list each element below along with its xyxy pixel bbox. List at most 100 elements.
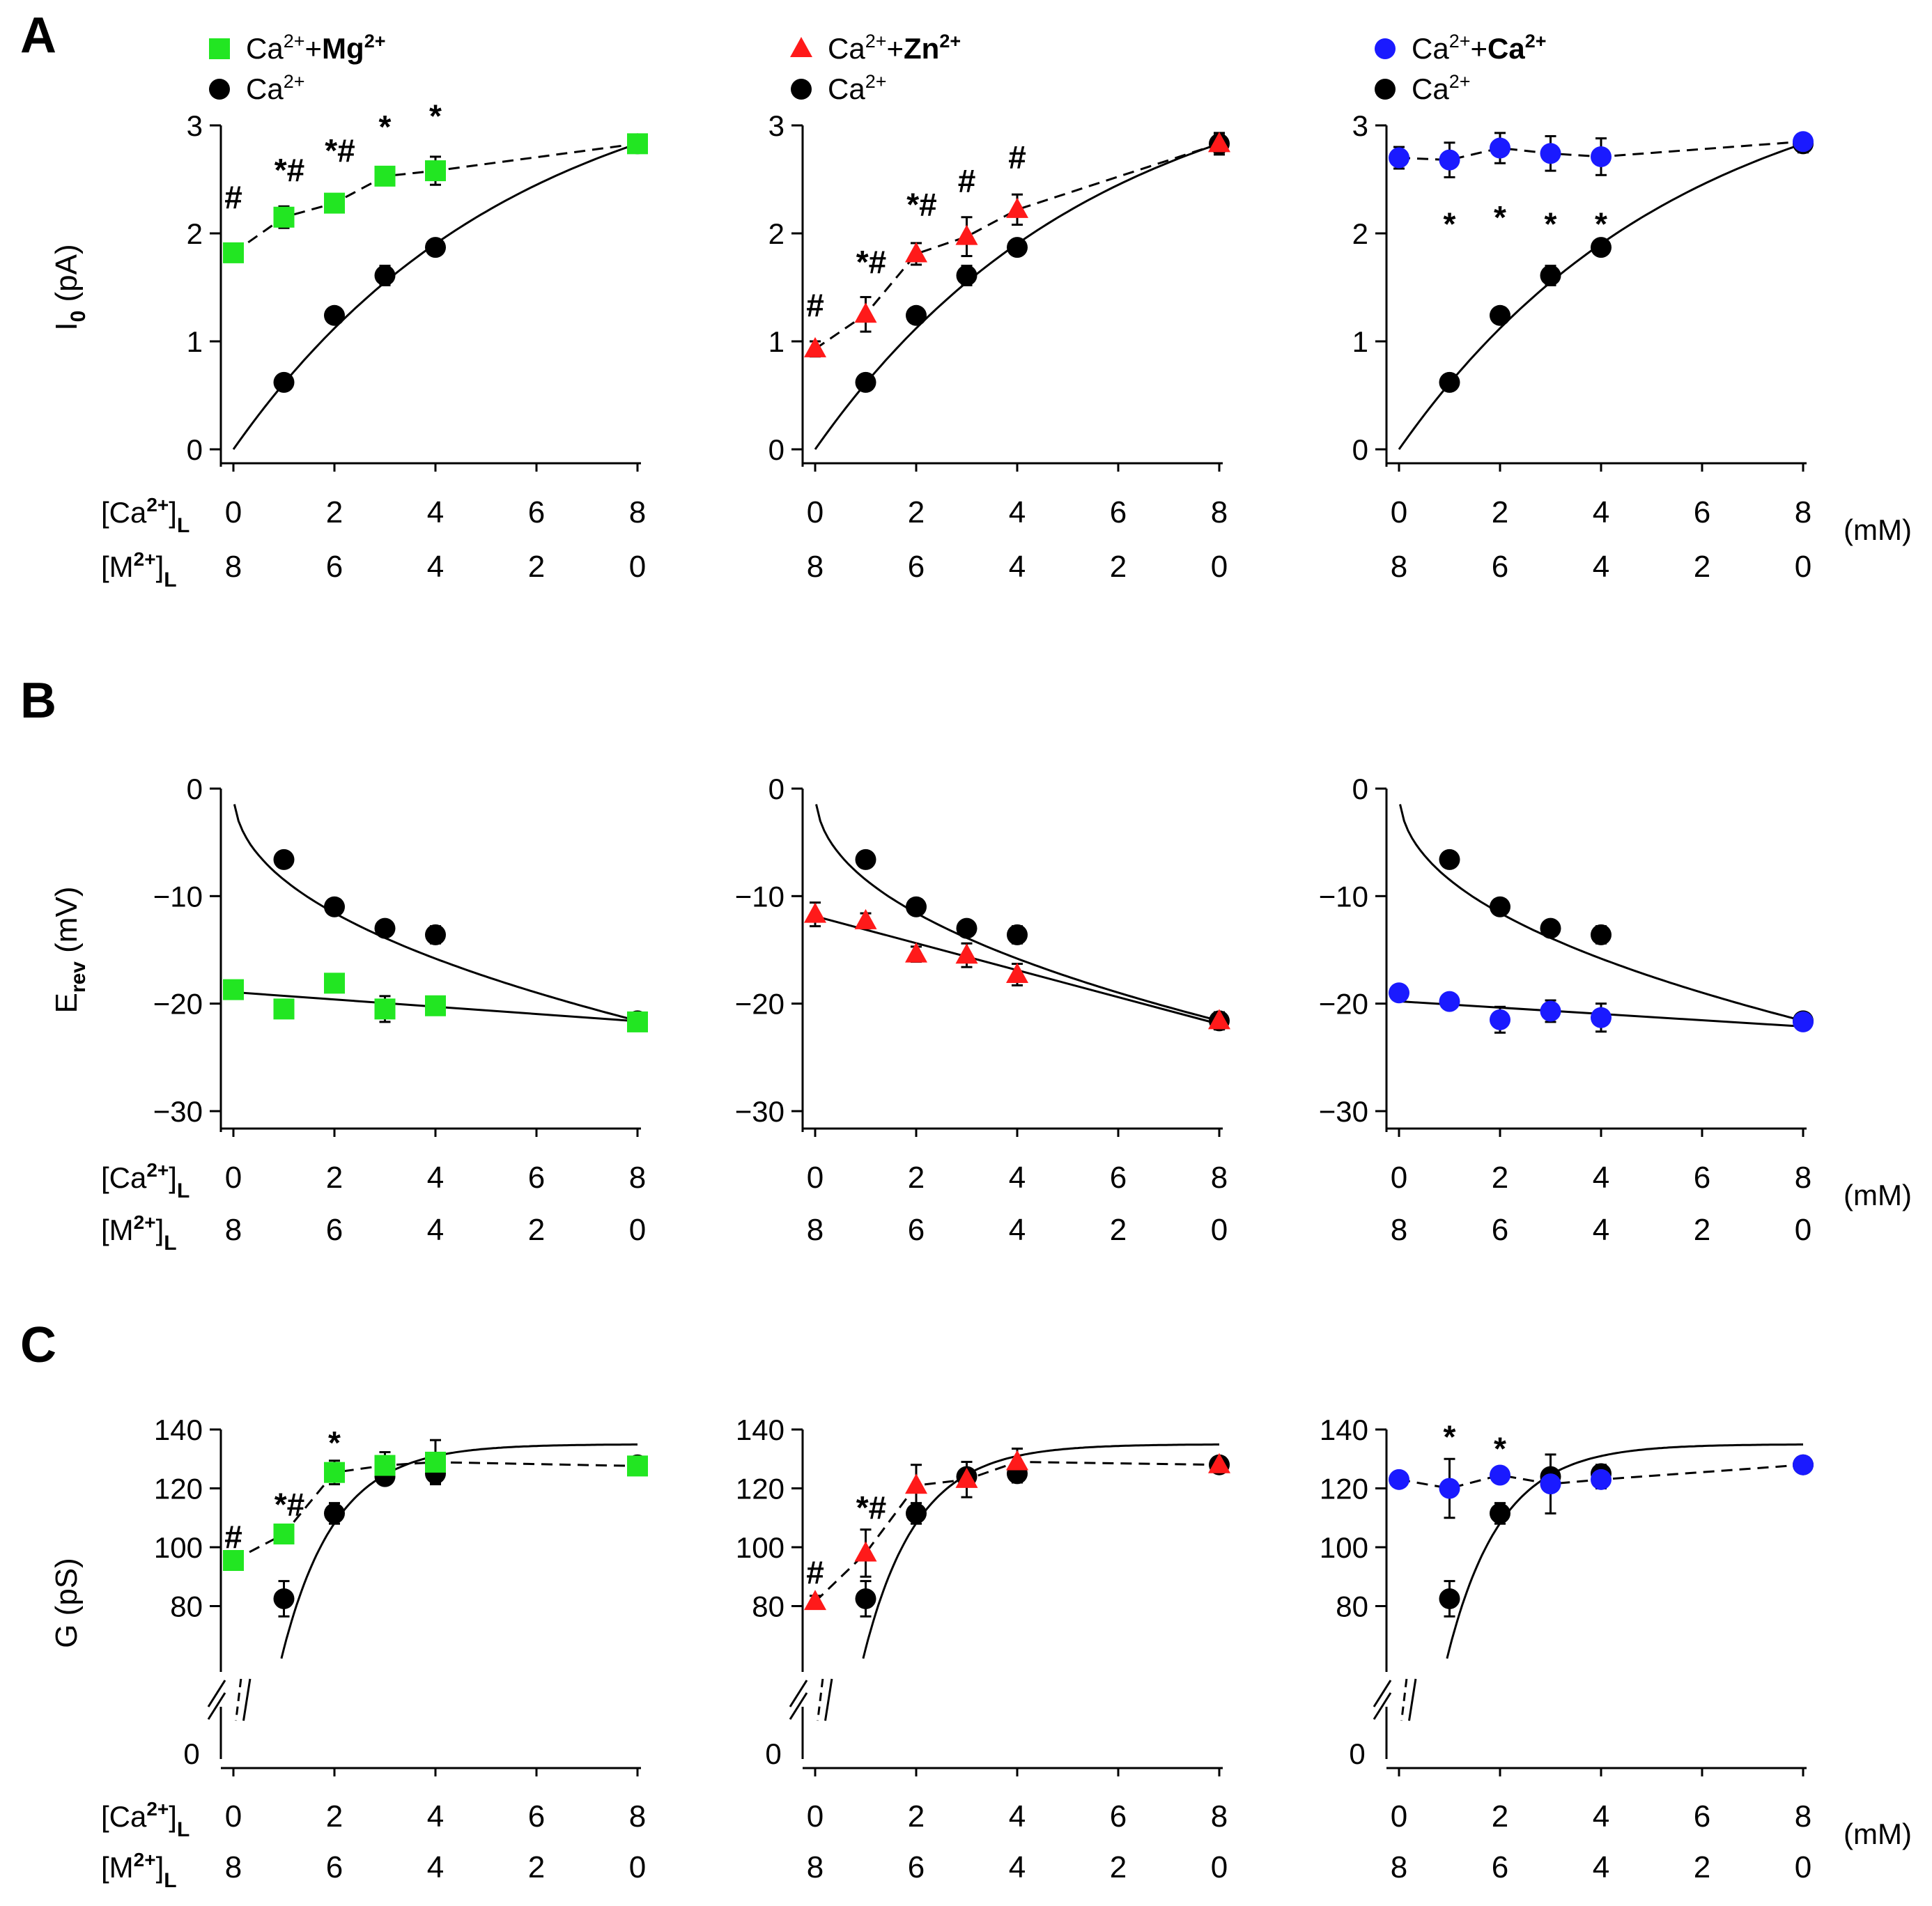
x-tick-label-m: 6: [1492, 1850, 1508, 1884]
dashed-line-test-stub: [817, 1678, 824, 1721]
panel-A-ca: 0 1 2 3 0 8 2 6 4 4 6 2 8 0 (mM) * * * * Ca2++Ca2+ Ca2+: [1352, 31, 1912, 584]
significance-mark: *: [1595, 206, 1607, 242]
y-tick-label: −20: [153, 988, 203, 1021]
data-point-ca: [1439, 1478, 1460, 1499]
x-row-label-ca: [Ca2+]L: [101, 494, 190, 537]
x-tick-label-ca: 8: [1795, 1161, 1811, 1195]
panel-B-mg: 0 −10 −20 −30 Erev (mV) 0 8 2 6 4 4 6 2 8 0 [Ca2+]L [M2+…: [49, 773, 648, 1255]
significance-mark: #: [958, 163, 976, 199]
axis-break-mark: [1373, 1692, 1392, 1720]
legend-label-test: Ca2++Mg2+: [246, 31, 385, 65]
data-point-ca: [1540, 143, 1561, 164]
data-point-ca: [1793, 1454, 1814, 1475]
data-point-ca: [1591, 1469, 1612, 1490]
y-tick-label: 1: [1352, 325, 1368, 358]
data-point-ca: [1439, 991, 1460, 1012]
x-tick-label-m: 2: [1694, 550, 1710, 584]
fit-line-ctrl: [815, 804, 1217, 1021]
y-tick-label: 140: [1320, 1413, 1368, 1446]
legend-marker-ctrl: [791, 79, 812, 100]
dashed-line-test-stub: [235, 1678, 242, 1721]
x-tick-label-ca: 4: [427, 1799, 444, 1834]
data-point-ctrl: [1439, 849, 1460, 870]
x-tick-label-m: 4: [1009, 1850, 1026, 1884]
x-tick-label-ca: 6: [1694, 495, 1710, 529]
x-tick-label-ca: 0: [807, 1161, 824, 1195]
data-point-ctrl: [1540, 265, 1561, 286]
y-tick-label: 2: [768, 217, 785, 250]
x-tick-label-m: 2: [1694, 1213, 1710, 1247]
x-tick-label-m: 0: [1211, 1850, 1228, 1884]
axis-break-mark: [789, 1680, 808, 1707]
data-point-ctrl: [956, 917, 977, 939]
x-tick-label-ca: 0: [807, 495, 824, 529]
x-tick-label-m: 4: [1009, 1213, 1026, 1247]
x-tick-label-ca: 8: [1211, 495, 1228, 529]
data-point-ctrl: [1540, 917, 1561, 939]
data-point-mg: [374, 1455, 396, 1476]
data-point-ctrl: [1490, 1503, 1510, 1524]
x-row-label-ca: [Ca2+]L: [101, 1159, 190, 1202]
fit-line-ctrl: [814, 142, 1220, 450]
x-tick-label-ca: 0: [1391, 495, 1407, 529]
data-point-mg: [627, 133, 648, 155]
y-tick-label: 0: [187, 773, 203, 805]
x-tick-label-ca: 2: [326, 495, 343, 529]
y-tick-label: 0: [187, 433, 203, 466]
data-point-zn: [854, 302, 877, 323]
y-tick-label: −30: [153, 1095, 203, 1128]
y-tick-label: 100: [154, 1531, 203, 1564]
x-tick-label-m: 6: [908, 1850, 925, 1884]
data-point-ctrl: [273, 371, 295, 393]
y-tick-label: 0: [1349, 1737, 1365, 1770]
x-unit-label: (mM): [1844, 513, 1912, 546]
data-point-zn: [1006, 962, 1028, 983]
significance-mark: *#: [856, 244, 886, 280]
axis-break-mark: [207, 1680, 226, 1707]
x-tick-label-ca: 2: [908, 1799, 925, 1834]
significance-mark: *#: [325, 132, 355, 169]
data-point-zn: [905, 242, 927, 263]
significance-mark: *#: [906, 187, 936, 223]
data-point-ctrl: [855, 1588, 876, 1609]
y-tick-label: 1: [187, 325, 203, 358]
x-tick-label-m: 8: [225, 1213, 242, 1247]
x-tick-label-m: 4: [427, 1850, 444, 1884]
x-tick-label-m: 0: [1211, 550, 1228, 584]
fit-line-ctrl: [232, 142, 638, 450]
data-point-ctrl: [374, 265, 396, 286]
x-tick-label-ca: 6: [1110, 495, 1127, 529]
y-tick-label: 2: [187, 217, 203, 250]
data-point-ca: [1591, 146, 1612, 167]
x-row-label-m: [M2+]L: [101, 548, 177, 591]
legend-label-ctrl: Ca2+: [246, 71, 305, 105]
x-tick-label-m: 8: [807, 1850, 824, 1884]
dashed-line-test: [233, 142, 638, 254]
x-tick-label-m: 2: [1694, 1850, 1710, 1884]
data-point-ca: [1490, 1009, 1510, 1030]
x-tick-label-ca: 0: [225, 1799, 242, 1834]
x-tick-label-m: 4: [1593, 1213, 1609, 1247]
data-point-mg: [374, 998, 396, 1020]
data-point-mg: [223, 242, 244, 263]
x-tick-label-m: 0: [1795, 550, 1811, 584]
x-tick-label-m: 2: [528, 1213, 545, 1247]
data-point-ca: [1591, 1007, 1612, 1028]
x-tick-label-ca: 4: [1009, 1799, 1026, 1834]
data-point-zn: [905, 942, 927, 963]
x-tick-label-ca: 4: [1009, 495, 1026, 529]
significance-mark: *#: [856, 1489, 886, 1526]
dashed-line-test: [814, 142, 1220, 350]
x-tick-label-ca: 4: [427, 1161, 444, 1195]
data-point-mg: [324, 973, 345, 994]
y-tick-label: −30: [735, 1095, 785, 1128]
data-point-mg: [273, 998, 295, 1020]
x-tick-label-ca: 2: [326, 1799, 343, 1834]
y-axis-label: Erev (mV): [49, 887, 90, 1014]
x-tick-label-ca: 2: [908, 495, 925, 529]
significance-mark: *: [1494, 199, 1506, 235]
x-tick-label-ca: 6: [528, 495, 545, 529]
x-tick-label-ca: 0: [225, 1161, 242, 1195]
data-point-ctrl: [906, 1503, 927, 1524]
data-point-ctrl: [1439, 371, 1460, 393]
